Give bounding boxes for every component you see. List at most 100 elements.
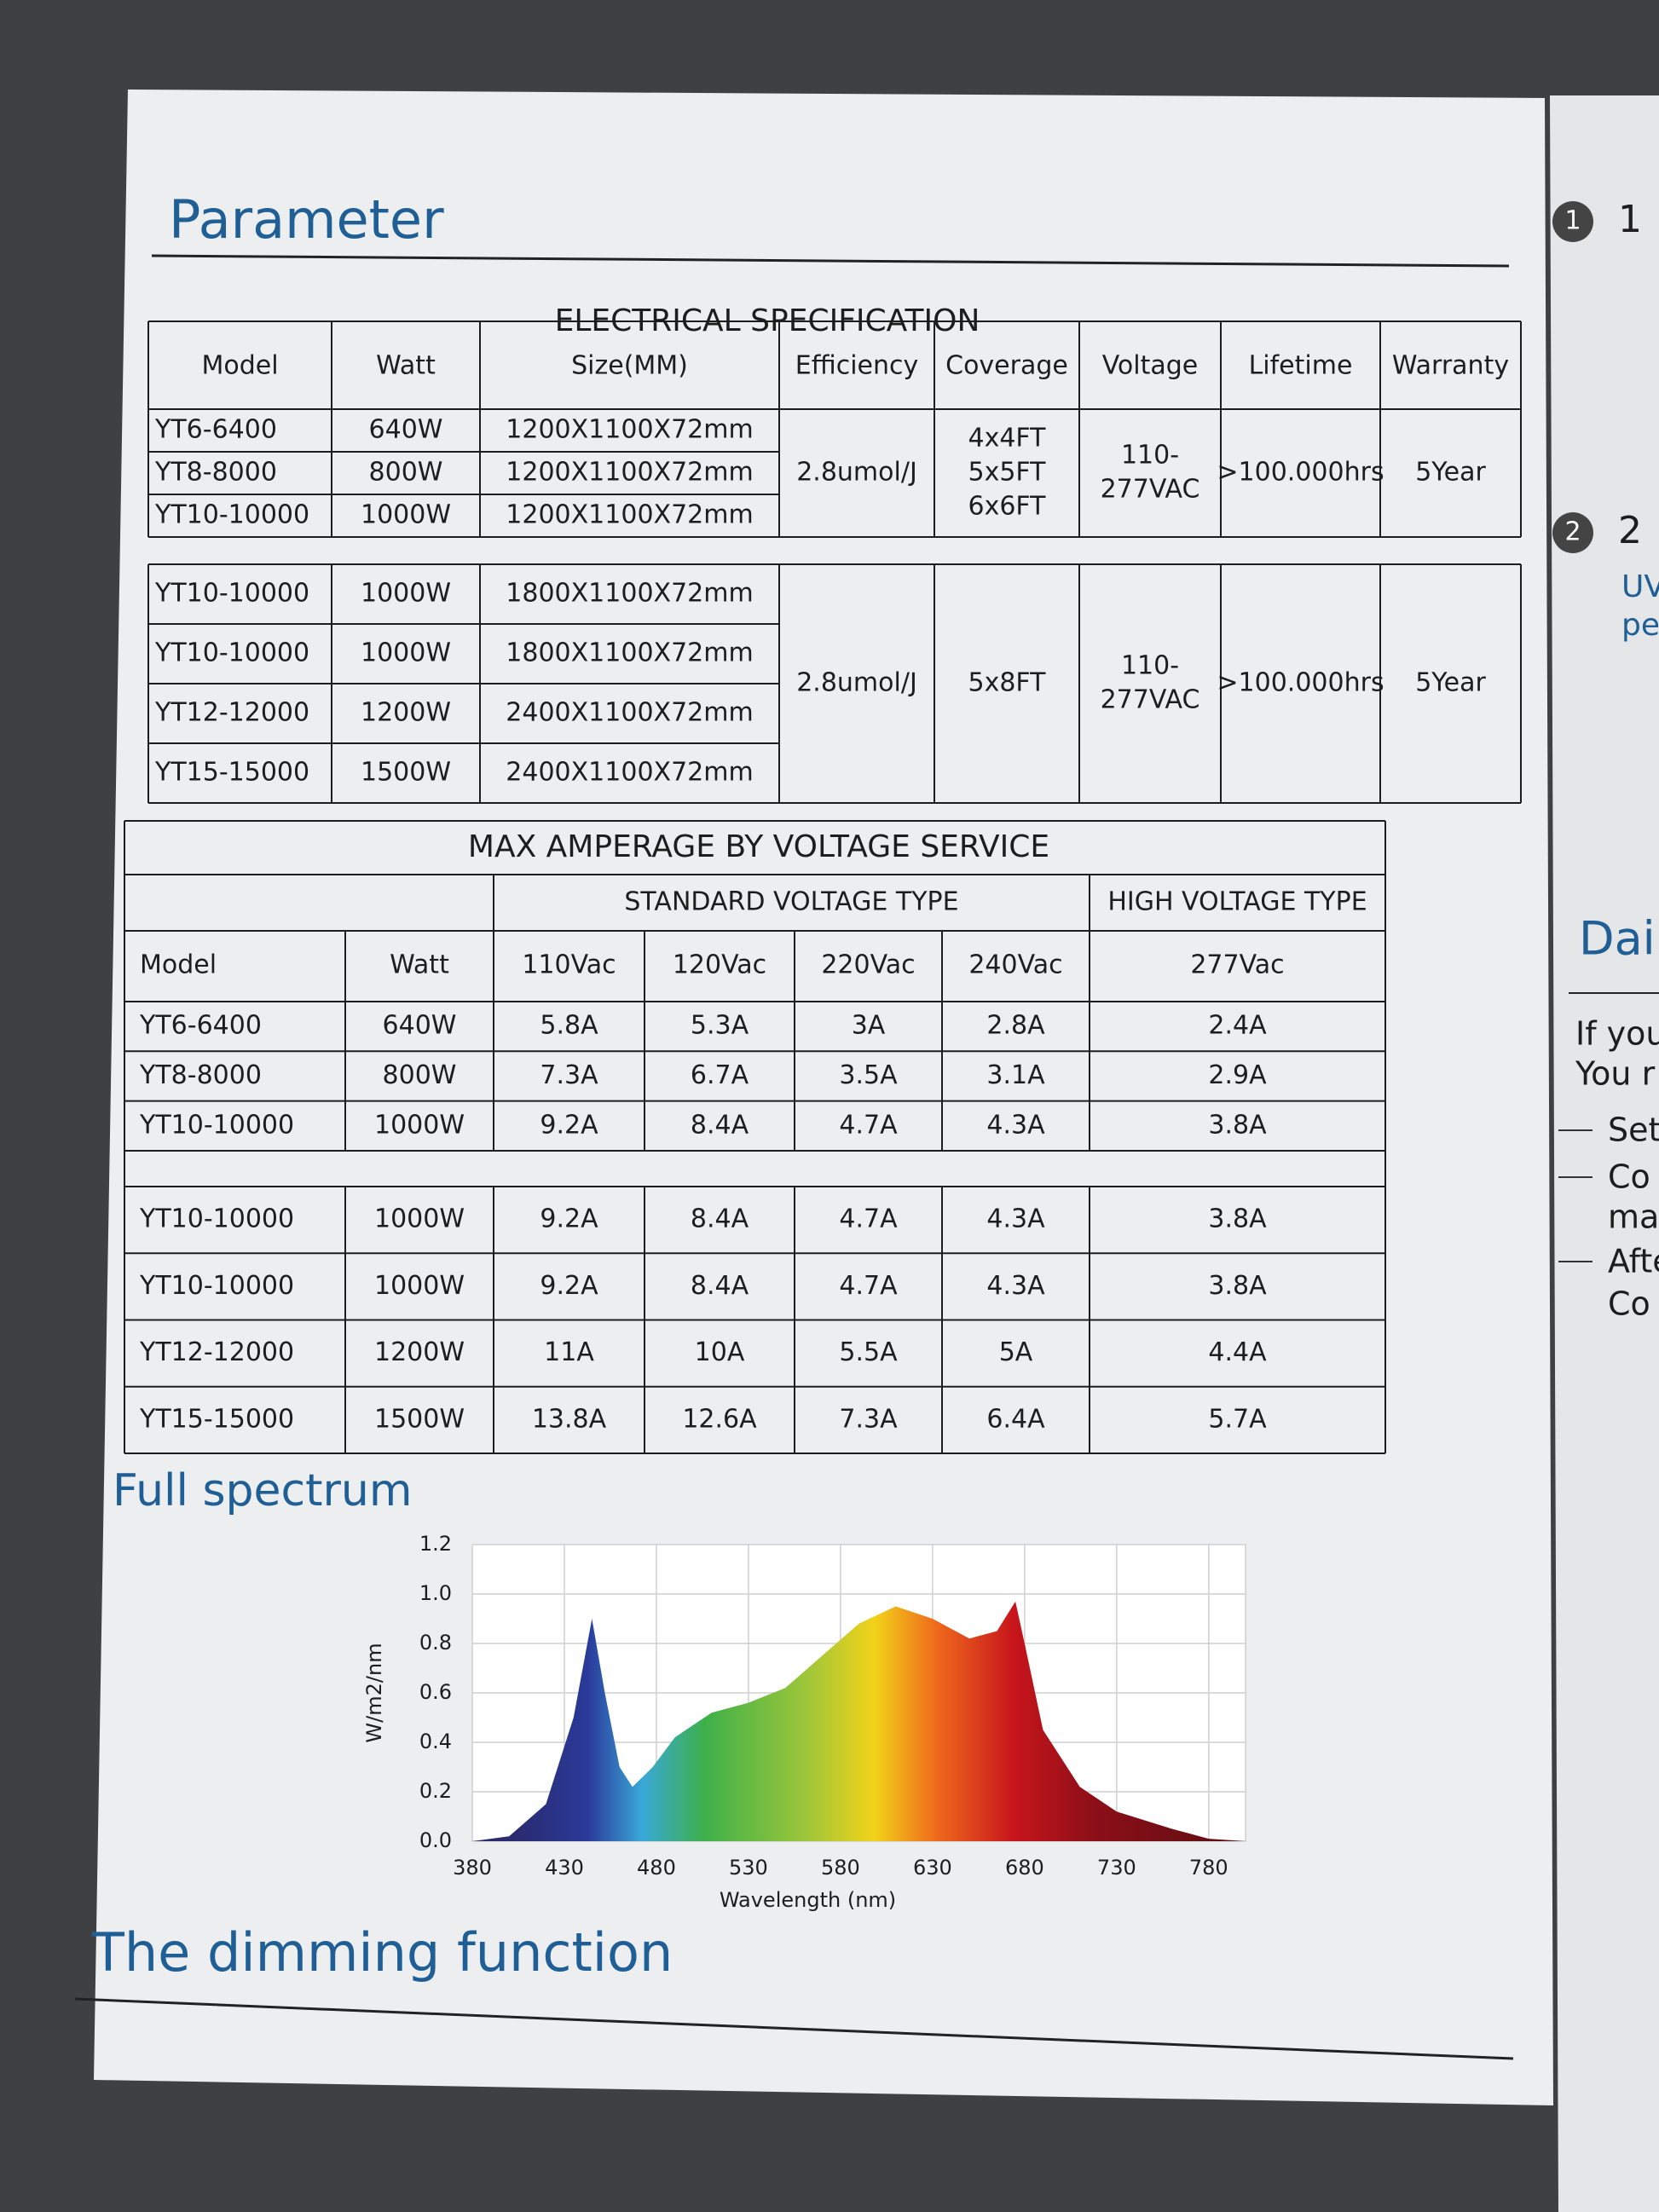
cell-text: 277VAC [1101, 685, 1200, 715]
column-header: 120Vac [673, 950, 766, 980]
x-tick-label: 730 [1097, 1856, 1136, 1880]
x-tick-label: 480 [637, 1856, 676, 1880]
y-tick-label: 1.2 [419, 1532, 452, 1556]
side-heading: Dai [1579, 912, 1656, 966]
cell-text: 1500W [361, 758, 451, 788]
y-tick-label: 0.6 [419, 1680, 452, 1704]
cell-text: 8.4A [691, 1271, 749, 1301]
cell-text: 8.4A [691, 1204, 749, 1234]
x-tick-label: 580 [821, 1856, 860, 1880]
column-header: 110Vac [522, 950, 616, 980]
next-paper [1550, 95, 1659, 2212]
cell-text: 640W [383, 1011, 457, 1041]
cell-text: 3.1A [986, 1060, 1045, 1090]
x-tick-label: 630 [913, 1856, 952, 1880]
cell-text: 5x8FT [968, 668, 1047, 698]
step-text: pe [1621, 608, 1659, 643]
cell-text: 9.2A [540, 1271, 598, 1301]
cell-text: 1200W [361, 698, 451, 728]
column-header: Warranty [1392, 351, 1509, 381]
cell-text: 4.7A [839, 1110, 898, 1140]
y-tick-label: 0.8 [419, 1631, 452, 1655]
cell-text: 5.8A [540, 1011, 598, 1041]
side-text: You r [1575, 1055, 1656, 1093]
cell-text: 7.3A [839, 1404, 898, 1434]
cell-text: 2.8umol/J [796, 458, 917, 488]
group-header: STANDARD VOLTAGE TYPE [624, 887, 958, 917]
y-tick-label: 0.2 [419, 1779, 452, 1803]
cell-text: 5Year [1415, 458, 1486, 488]
step-title: 1 [1618, 198, 1642, 241]
cell-text: YT10-10000 [154, 500, 309, 530]
cell-text: 4.7A [839, 1204, 898, 1234]
cell-text: YT10-10000 [139, 1271, 294, 1301]
cell-text: YT10-10000 [139, 1110, 294, 1140]
spectrum-area [472, 1601, 1246, 1841]
cell-text: 110- [1121, 441, 1179, 471]
cell-text: 110- [1121, 651, 1179, 681]
cell-text: 1000W [361, 500, 451, 530]
x-tick-label: 530 [729, 1856, 768, 1880]
cell-text: 4x4FT [968, 424, 1047, 453]
cell-text: 1000W [361, 579, 451, 609]
column-header: Watt [390, 950, 449, 980]
cell-text: 4.3A [986, 1204, 1045, 1234]
cell-text: YT12-12000 [139, 1337, 294, 1367]
column-header: Size(MM) [571, 351, 688, 381]
x-tick-label: 430 [545, 1856, 584, 1880]
cell-text: 5.3A [691, 1011, 749, 1041]
cell-text: 1200W [374, 1337, 465, 1367]
cell-text: 2.8umol/J [796, 668, 917, 698]
y-tick-label: 0.0 [419, 1828, 452, 1852]
step-text: UV [1621, 569, 1659, 604]
cell-text: 5x5FT [968, 458, 1047, 488]
step-title: 2 [1618, 509, 1642, 552]
cell-text: 3.8A [1208, 1110, 1267, 1140]
cell-text: YT8-8000 [139, 1060, 262, 1090]
cell-text: 9.2A [540, 1204, 598, 1234]
cell-text: 2400X1100X72mm [506, 758, 753, 788]
side-bullet: Co [1608, 1158, 1650, 1196]
cell-text: 3.5A [839, 1060, 898, 1090]
cell-text: 800W [369, 458, 443, 488]
cell-text: 5A [999, 1337, 1033, 1367]
cell-text: 6.7A [691, 1060, 749, 1090]
cell-text: 2.4A [1208, 1011, 1267, 1041]
cell-text: 1800X1100X72mm [506, 579, 753, 609]
column-header: Lifetime [1249, 351, 1353, 381]
cell-text: 11A [544, 1337, 594, 1367]
cell-text: 2.9A [1208, 1060, 1267, 1090]
section-title: The dimming function [91, 1921, 673, 1984]
y-axis-label: W/m2/nm [362, 1643, 386, 1742]
column-header: Coverage [945, 351, 1068, 381]
cell-text: 4.4A [1208, 1337, 1267, 1367]
y-tick-label: 1.0 [419, 1581, 452, 1605]
cell-text: 1500W [374, 1404, 465, 1434]
table-title: MAX AMPERAGE BY VOLTAGE SERVICE [468, 829, 1049, 864]
cell-text: 640W [369, 415, 443, 445]
page-title: Parameter [169, 188, 444, 251]
cell-text: 6.4A [986, 1404, 1045, 1434]
side-bullet: Co [1608, 1285, 1650, 1323]
cell-text: YT10-10000 [154, 579, 309, 609]
column-header: Watt [376, 351, 436, 381]
cell-text: 2400X1100X72mm [506, 698, 753, 728]
column-header: 240Vac [968, 950, 1062, 980]
cell-text: 9.2A [540, 1110, 598, 1140]
cell-text: >100.000hrs [1217, 458, 1384, 488]
cell-text: YT12-12000 [154, 698, 309, 728]
cell-text: YT8-8000 [154, 458, 277, 488]
cell-text: 3.8A [1208, 1271, 1267, 1301]
side-text: If you [1575, 1015, 1659, 1053]
cell-text: 4.3A [986, 1271, 1045, 1301]
cell-text: 1800X1100X72mm [506, 638, 753, 668]
cell-text: 1000W [374, 1204, 465, 1234]
cell-text: 12.6A [682, 1404, 757, 1434]
side-bullet: Set [1608, 1112, 1659, 1149]
cell-text: YT10-10000 [154, 638, 309, 668]
cell-text: 5Year [1415, 668, 1486, 698]
x-tick-label: 680 [1005, 1856, 1044, 1880]
cell-text: YT6-6400 [139, 1011, 262, 1041]
title-rule [151, 254, 1510, 268]
